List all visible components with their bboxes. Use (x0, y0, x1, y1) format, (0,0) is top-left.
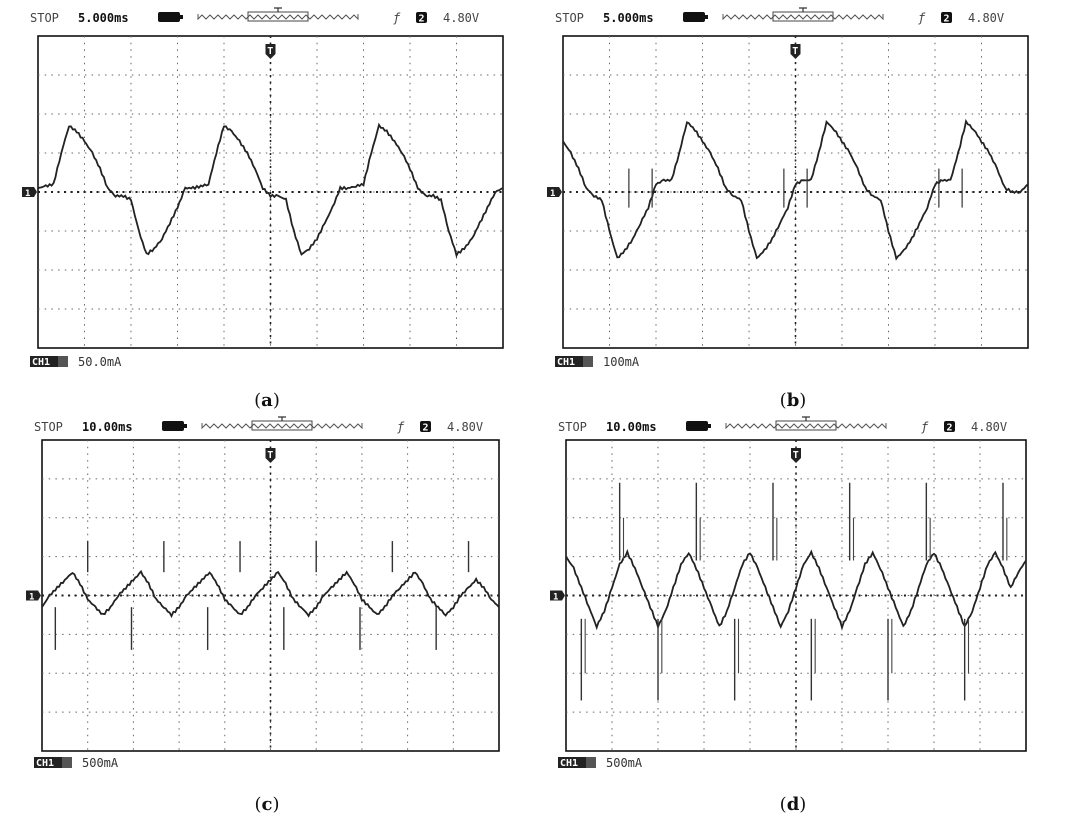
scope-screen-d: STOP 10.00ms ƒ 2 4.80V T 1 CH1 500mA (550, 416, 1027, 770)
channel-scale-label: 500mA (606, 756, 643, 770)
channel-badge-label: CH1 (560, 758, 578, 769)
trigger-channel-badge (944, 421, 955, 432)
scope-screen-a: STOP 5.000ms ƒ 2 4.80V T 1 CH1 50.0mA (22, 7, 504, 369)
trigger-channel-badge (416, 12, 427, 23)
channel-badge-label: CH1 (32, 357, 50, 368)
channel-badge-label: CH1 (557, 357, 575, 368)
trigger-channel-badge (941, 12, 952, 23)
memory-bar-icon (201, 423, 363, 430)
memory-bar-icon (722, 14, 884, 21)
trigger-level-label: 4.80V (447, 420, 483, 434)
trigger-pos-icon (802, 416, 810, 421)
scope-panel-d: STOP 10.00ms ƒ 2 4.80V T 1 CH1 500mA (d) (533, 416, 1066, 838)
channel-marker-label: 1 (553, 593, 558, 603)
scope-panel-b: STOP 5.000ms ƒ 2 4.80V T 1 CH1 100mA (b) (533, 0, 1066, 419)
trigger-channel-label: 2 (423, 423, 429, 434)
channel-scale-label: 50.0mA (78, 355, 122, 369)
battery-tip-icon (705, 15, 708, 19)
battery-icon (158, 12, 180, 22)
coupling-icon (58, 356, 68, 367)
channel-badge (555, 356, 583, 367)
battery-icon (683, 12, 705, 22)
coupling-icon (586, 757, 596, 768)
status-label: STOP (34, 420, 63, 434)
memory-bar-icon (725, 423, 887, 430)
battery-icon (686, 421, 708, 431)
status-label: STOP (30, 11, 59, 25)
caption-a: (a) (254, 390, 280, 411)
channel-scale-label: 500mA (82, 756, 119, 770)
edge-icon: ƒ (393, 11, 401, 25)
channel-marker-icon (26, 590, 41, 601)
edge-icon: ƒ (918, 11, 926, 25)
trigger-marker-label: T (267, 46, 273, 57)
caption-c: (c) (254, 794, 280, 815)
coupling-icon (583, 356, 593, 367)
trigger-channel-label: 2 (947, 423, 953, 434)
trigger-marker-label: T (792, 46, 798, 57)
waveform-trace (562, 118, 1029, 261)
channel-marker-icon (547, 187, 562, 197)
coupling-icon (62, 757, 72, 768)
trigger-pos-icon (274, 7, 282, 12)
waveform-trace (37, 122, 504, 259)
trigger-level-label: 4.80V (971, 420, 1007, 434)
channel-badge (558, 757, 586, 768)
trigger-level-label: 4.80V (443, 11, 479, 25)
channel-marker-label: 1 (29, 593, 34, 603)
channel-marker-label: 1 (25, 189, 30, 199)
channel-badge (34, 757, 62, 768)
waveform-trace (565, 548, 1027, 631)
timebase-label: 10.00ms (606, 420, 657, 434)
trigger-marker-icon (791, 448, 801, 463)
channel-marker-label: 1 (550, 189, 555, 199)
channel-badge-label: CH1 (36, 758, 54, 769)
trigger-channel-label: 2 (419, 14, 425, 25)
trigger-marker-icon (790, 44, 801, 59)
battery-tip-icon (708, 424, 711, 428)
status-label: STOP (555, 11, 584, 25)
timebase-label: 5.000ms (78, 11, 129, 25)
caption-b: (b) (779, 390, 807, 411)
scope-screen-b: STOP 5.000ms ƒ 2 4.80V T 1 CH1 100mA (547, 7, 1029, 369)
timebase-label: 5.000ms (603, 11, 654, 25)
trigger-level-label: 4.80V (968, 11, 1004, 25)
trigger-pos-icon (799, 7, 807, 12)
scope-panel-a: STOP 5.000ms ƒ 2 4.80V T 1 CH1 50.0mA (a) (0, 0, 533, 419)
channel-marker-icon (550, 590, 565, 601)
edge-icon: ƒ (921, 420, 929, 434)
scope-screen-c: STOP 10.00ms ƒ 2 4.80V T 1 CH1 500mA (26, 416, 500, 770)
battery-tip-icon (184, 424, 187, 428)
scope-panel-c: STOP 10.00ms ƒ 2 4.80V T 1 CH1 500mA (c) (0, 416, 533, 838)
waveform-trace (41, 569, 500, 619)
caption-d: (d) (779, 794, 807, 815)
channel-marker-icon (22, 187, 37, 197)
status-label: STOP (558, 420, 587, 434)
trigger-marker-icon (265, 44, 276, 59)
memory-bar-icon (197, 14, 359, 21)
battery-icon (162, 421, 184, 431)
trigger-marker-icon (265, 448, 276, 463)
timebase-label: 10.00ms (82, 420, 133, 434)
trigger-channel-label: 2 (944, 14, 950, 25)
edge-icon: ƒ (397, 420, 405, 434)
channel-badge (30, 356, 58, 367)
channel-scale-label: 100mA (603, 355, 640, 369)
trigger-marker-label: T (267, 450, 273, 461)
battery-tip-icon (180, 15, 183, 19)
trigger-marker-label: T (793, 450, 799, 461)
trigger-pos-icon (278, 416, 286, 421)
trigger-channel-badge (420, 421, 431, 432)
